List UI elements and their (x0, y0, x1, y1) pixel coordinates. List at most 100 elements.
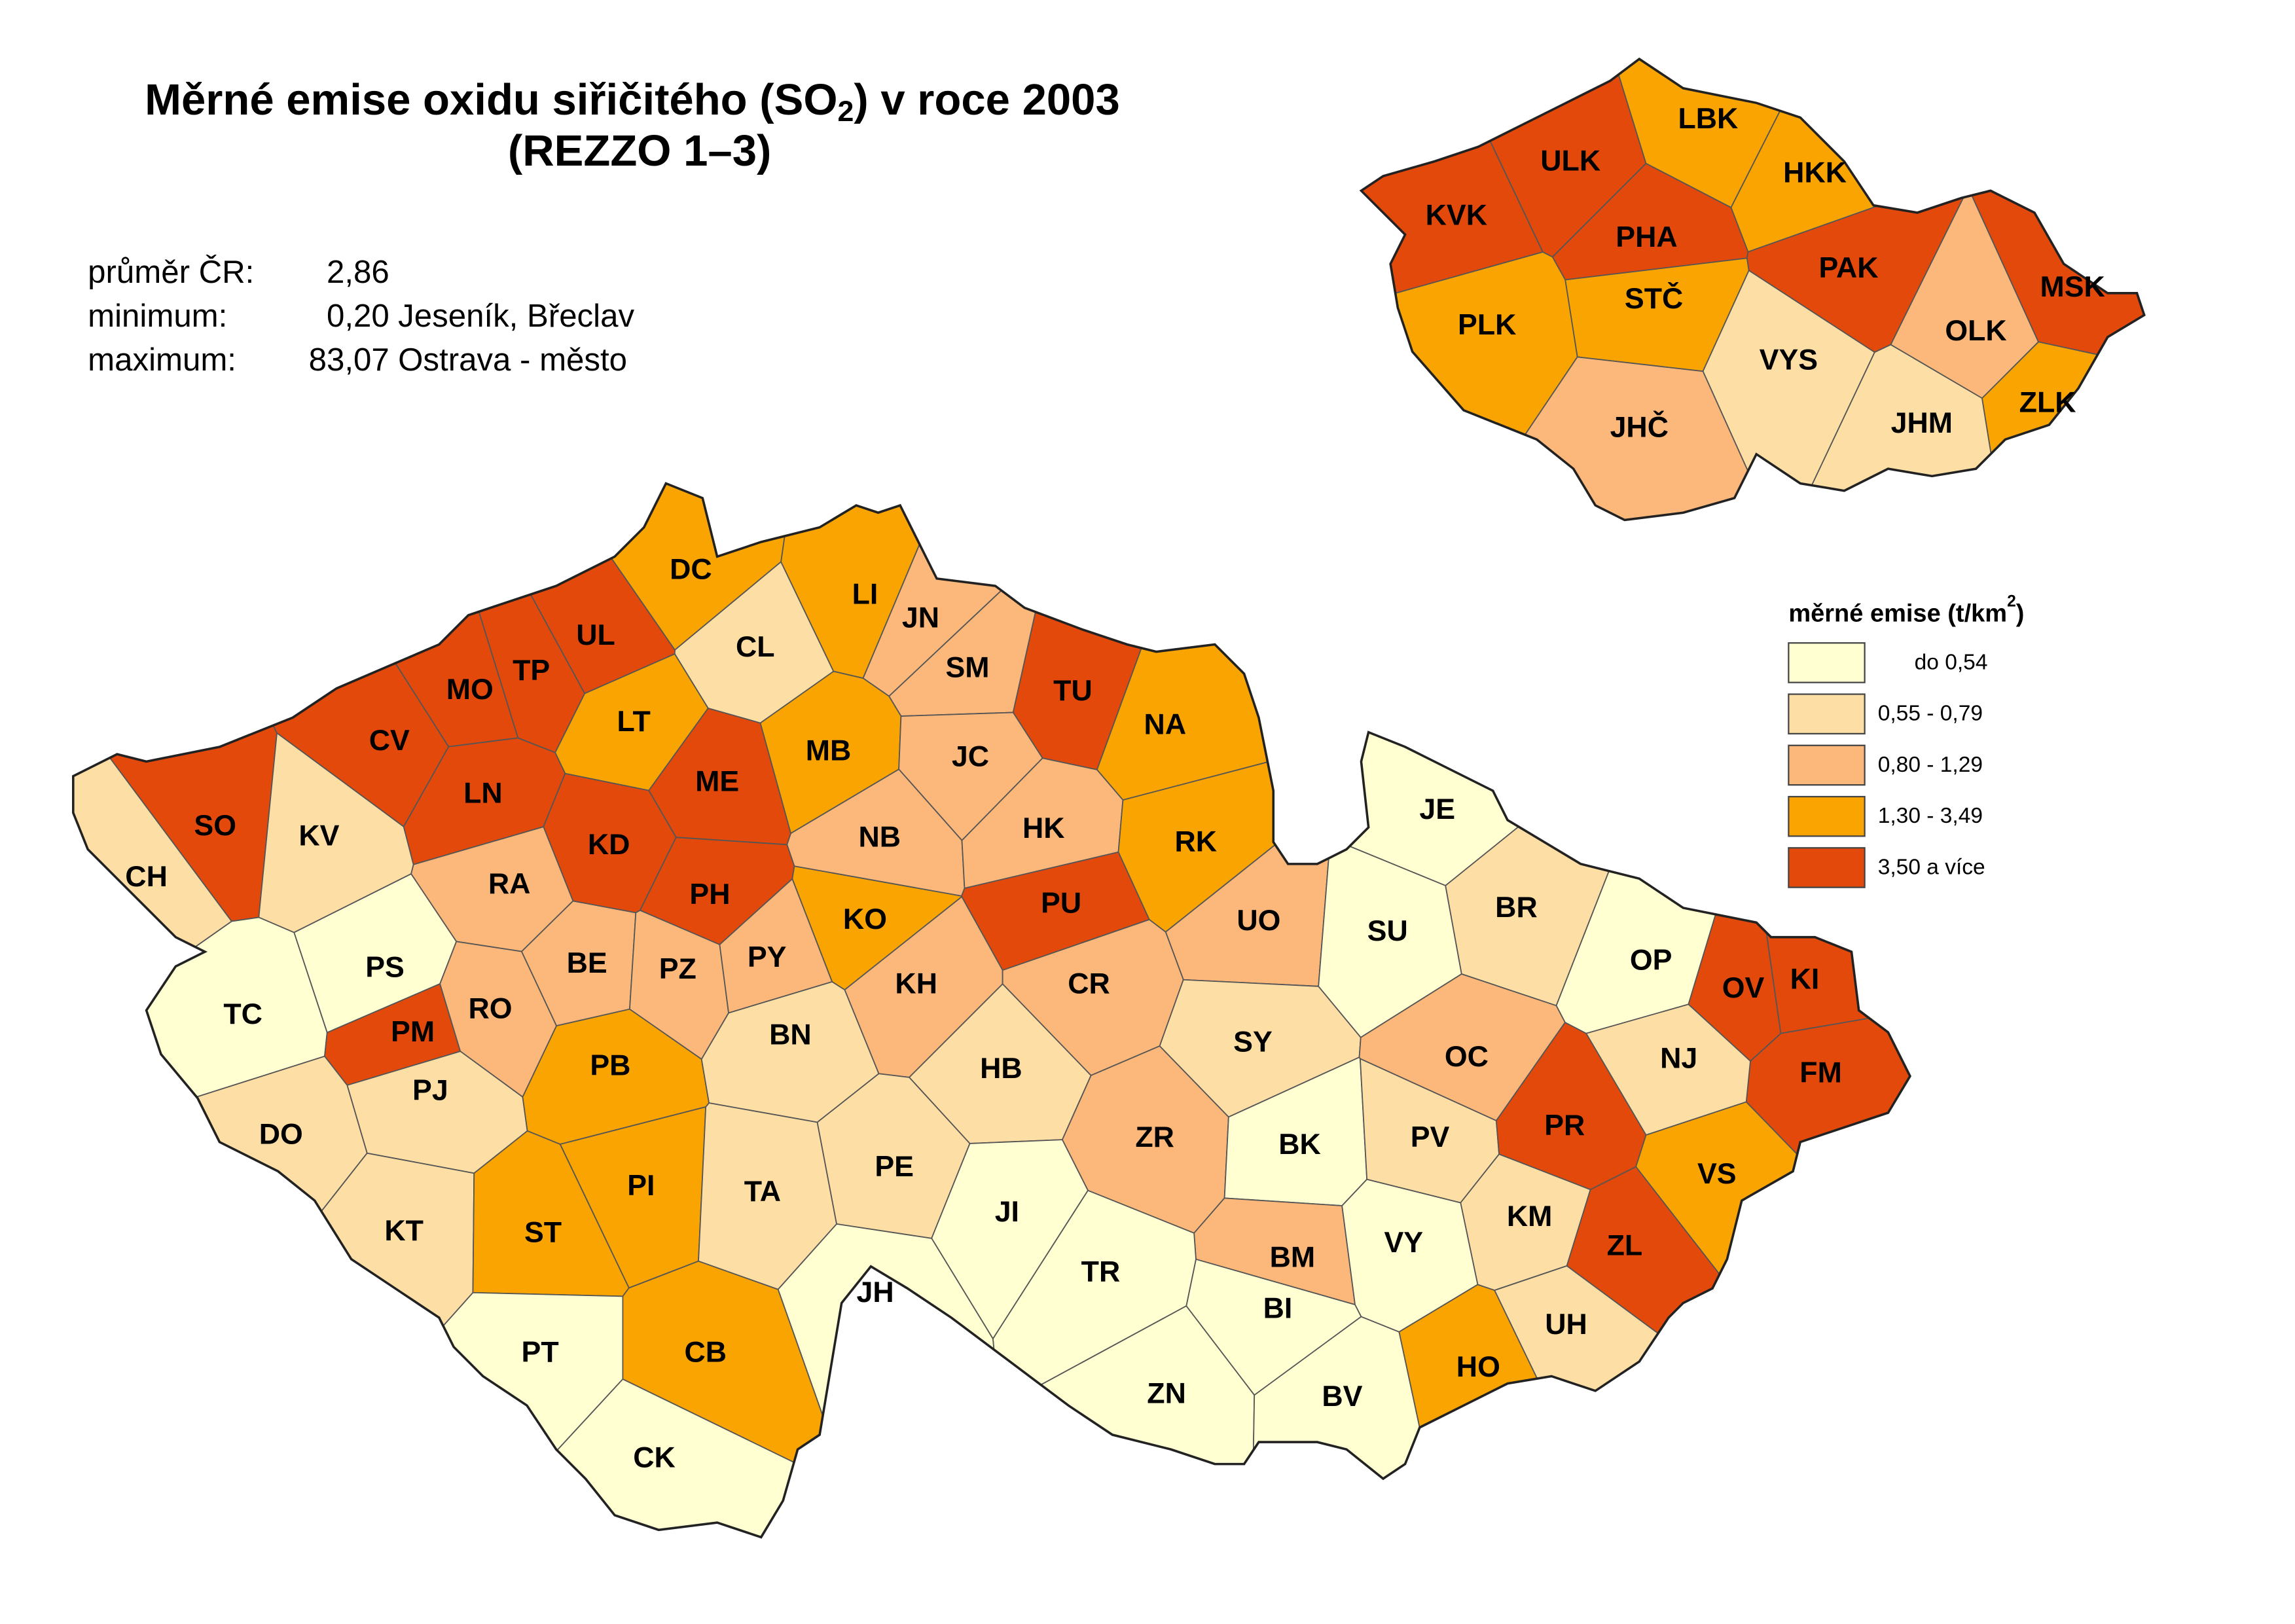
area-label: LI (852, 579, 878, 611)
area-label: JI (995, 1196, 1019, 1228)
area-label: PE (875, 1151, 914, 1183)
area-label: OLK (1945, 315, 2006, 347)
area-label: UO (1237, 905, 1280, 937)
area (1635, 1101, 1910, 1538)
area-label: PS (365, 952, 405, 984)
area-label: DC (670, 553, 712, 585)
area-label: VY (1384, 1227, 1423, 1259)
legend-label: do 0,54 (1915, 650, 1988, 674)
area-label: LT (617, 706, 651, 738)
border (72, 482, 1911, 1539)
area-label: MB (806, 735, 852, 767)
area-label: CK (633, 1442, 676, 1474)
area-label: TR (1081, 1256, 1121, 1288)
stat-place: Ostrava - město (398, 342, 627, 378)
title-part: Měrné emise oxidu siřičitého (SO (145, 75, 837, 124)
area-label: TA (744, 1176, 781, 1208)
area-label: ST (524, 1216, 562, 1248)
area (1305, 483, 1820, 886)
area-label: RA (488, 868, 531, 900)
area-label: JH (857, 1276, 894, 1308)
area-label: STČ (1625, 281, 1683, 315)
legend-swatch (1788, 795, 1866, 837)
area-label: KV (298, 820, 339, 852)
area-label: ZN (1147, 1377, 1186, 1409)
stat-label: maximum: (88, 342, 236, 378)
area-label: KI (1790, 964, 1820, 996)
area (700, 981, 880, 1123)
legend-swatch (1788, 642, 1866, 683)
area-label: JE (1419, 793, 1455, 825)
area-label: SU (1367, 915, 1408, 947)
area-label: TU (1053, 675, 1093, 707)
area-label: KVK (1426, 199, 1487, 231)
area-label: MSK (2040, 271, 2105, 303)
area-label: CH (125, 861, 168, 893)
area-label: HO (1456, 1351, 1500, 1383)
area (1361, 251, 1578, 520)
area-label: BE (567, 947, 607, 979)
title-part: ) v roce 2003 (854, 75, 1119, 124)
area-label: PT (522, 1337, 559, 1369)
area-label: DO (259, 1119, 303, 1151)
area-label: LBK (1678, 103, 1738, 135)
legend-swatch (1788, 847, 1866, 888)
legend-superscript: 2 (2007, 592, 2016, 610)
area-label: RO (469, 992, 513, 1024)
area (403, 737, 566, 865)
area-label: BM (1270, 1241, 1316, 1273)
area-label: CR (1068, 967, 1110, 1000)
title-subscript: 2 (838, 96, 854, 128)
area-label: JC (952, 741, 989, 773)
area-label: PLK (1458, 309, 1516, 341)
area-label: UL (576, 619, 615, 651)
legend-title-part: měrné emise (t/km (1788, 600, 2007, 628)
stat-place: Jeseník, Břeclav (398, 298, 634, 334)
area (240, 1291, 624, 1538)
area-label: HKK (1783, 157, 1847, 189)
legend-swatch (1788, 744, 1866, 786)
stat-value: 2,86 (327, 254, 389, 290)
area-label: KD (588, 829, 630, 861)
subtitle: (REZZO 1–3) (508, 126, 771, 175)
area (759, 670, 902, 835)
area-label: NB (859, 821, 901, 854)
area-label: HK (1022, 812, 1065, 844)
area-label: KT (384, 1215, 424, 1247)
area-label: ZL (1607, 1230, 1643, 1262)
area-label: PB (590, 1049, 630, 1081)
area-label: PV (1411, 1121, 1450, 1153)
stat-value: 83,07 (309, 342, 389, 378)
stat-label: minimum: (88, 298, 227, 334)
border (1359, 57, 2146, 522)
legend: měrné emise (t/km2) do 0,54 0,55 - 0,79 0,… (1788, 592, 2024, 888)
area-label: SO (194, 810, 236, 842)
area-label: OP (1630, 944, 1672, 976)
area-label: ME (695, 766, 739, 798)
area-label: PR (1544, 1110, 1585, 1142)
area-label: KH (895, 967, 937, 1000)
stat-value: 0,20 (327, 298, 389, 334)
legend-label: 1,30 - 3,49 (1878, 804, 1983, 828)
area-label: CB (684, 1337, 727, 1369)
area (73, 1152, 475, 1538)
area-label: NA (1144, 709, 1187, 741)
area-label: PJ (412, 1075, 448, 1107)
area-label: TC (223, 998, 262, 1030)
legend-label: 0,55 - 0,79 (1878, 702, 1983, 726)
area-label: ULK (1540, 145, 1600, 177)
area-label: CV (369, 725, 410, 757)
legend-label: 3,50 a více (1878, 855, 1985, 879)
area-label: PM (391, 1016, 435, 1048)
stat-label: průměr ČR: (88, 253, 254, 290)
area-label: OC (1445, 1041, 1489, 1073)
title: Měrné emise oxidu siřičitého (SO2) v roc… (145, 75, 1120, 128)
area-label: FM (1799, 1057, 1842, 1089)
area-label: PHA (1616, 221, 1677, 253)
area-label: ZLK (2019, 387, 2076, 419)
area-label: RK (1174, 825, 1217, 857)
area-label: JHM (1891, 407, 1953, 439)
area (1096, 483, 1396, 801)
